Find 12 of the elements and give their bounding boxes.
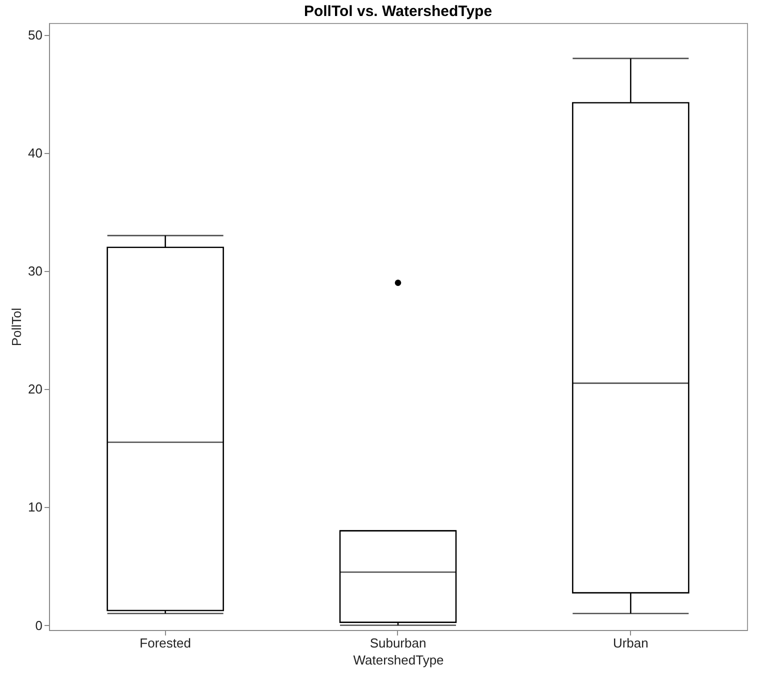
y-axis-title: PollTol [9,308,24,346]
y-tick-label: 10 [28,500,42,515]
y-tick-label: 50 [28,27,42,42]
x-tick-label: Suburban [370,636,426,650]
x-axis-title: WatershedType [353,652,444,668]
y-tick-label: 20 [28,382,42,397]
chart-title: PollTol vs. WatershedType [304,3,492,20]
y-tick-label: 0 [35,618,42,633]
y-tick-label: 30 [28,263,42,278]
x-tick-label: Forested [140,636,191,650]
x-tick-label: Urban [612,636,648,650]
y-tick-label: 40 [28,145,42,160]
